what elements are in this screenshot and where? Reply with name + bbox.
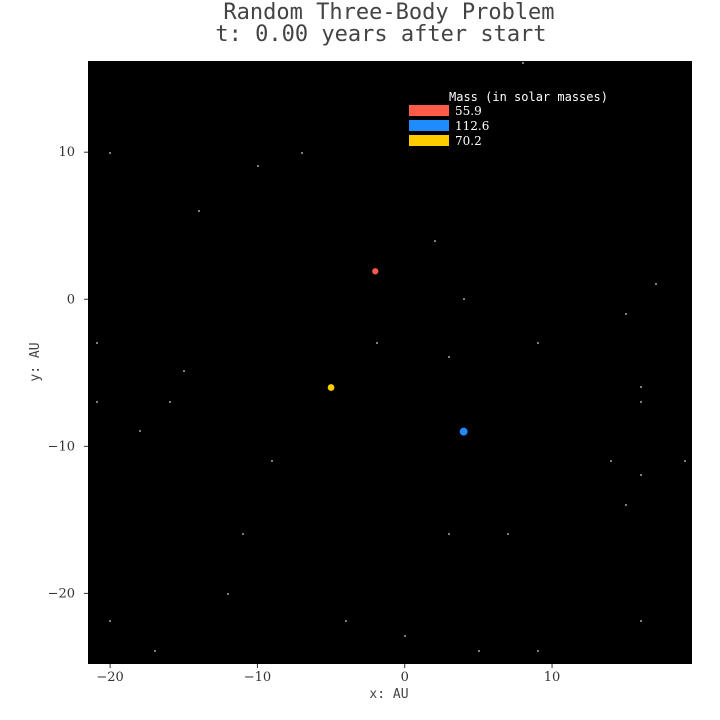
background-star [169,401,171,403]
body-point-112-6 [459,427,468,436]
legend-label-112-6: 112.6 [455,119,489,133]
background-star [625,504,627,506]
y-tick-label: −20 [48,586,75,601]
background-star [610,460,612,462]
background-star [448,533,450,535]
background-star [242,533,244,535]
chart-title: Random Three-Body Problem [223,0,554,25]
plot-area [88,61,692,664]
background-star [227,593,229,595]
background-star [109,620,111,622]
y-axis-label: y: AU [28,342,43,381]
background-star [96,401,98,403]
background-star [478,650,480,652]
y-tick-label: 10 [58,145,75,160]
background-star [109,152,111,154]
x-tick-label: −10 [244,670,271,685]
background-star [537,650,539,652]
background-star [640,386,642,388]
background-star [640,620,642,622]
x-axis-label: x: AU [369,687,408,702]
background-star [404,635,406,637]
background-star [448,356,450,358]
background-star [183,370,185,372]
background-star [301,152,303,154]
x-tick-label: −20 [96,670,123,685]
background-star [345,620,347,622]
background-star [139,430,141,432]
body-point-70-2 [327,384,335,391]
background-star [640,474,642,476]
legend-title: Mass (in solar masses) [449,90,608,104]
body-point-55-9 [372,268,379,275]
background-star [463,298,465,300]
legend: Mass (in solar masses) 55.9 112.6 70.2 [409,90,608,148]
background-star [625,313,627,315]
x-tick-label: 10 [544,670,561,685]
bodies [327,268,468,436]
background-star [257,165,259,167]
y-tick-label: 0 [67,292,75,307]
chart-subtitle: t: 0.00 years after start [215,22,546,47]
x-tick-label: 0 [401,670,409,685]
legend-swatch-70-2 [409,135,449,146]
background-star [271,460,273,462]
background-star [655,283,657,285]
background-star [198,210,200,212]
background-star [640,401,642,403]
background-star [376,342,378,344]
background-star [434,240,436,242]
background-star [154,650,156,652]
background-star [522,62,524,64]
legend-swatch-112-6 [409,120,449,131]
background-star [507,533,509,535]
legend-label-55-9: 55.9 [455,104,482,118]
background-star [684,460,686,462]
background-star [96,342,98,344]
y-tick-label: −10 [48,439,75,454]
legend-swatch-55-9 [409,105,449,116]
legend-label-70-2: 70.2 [455,134,482,148]
axis-ticks: −20 −10 0 10 10 0 −10 −20 [48,145,561,685]
background-star [537,342,539,344]
starfield [96,62,686,652]
